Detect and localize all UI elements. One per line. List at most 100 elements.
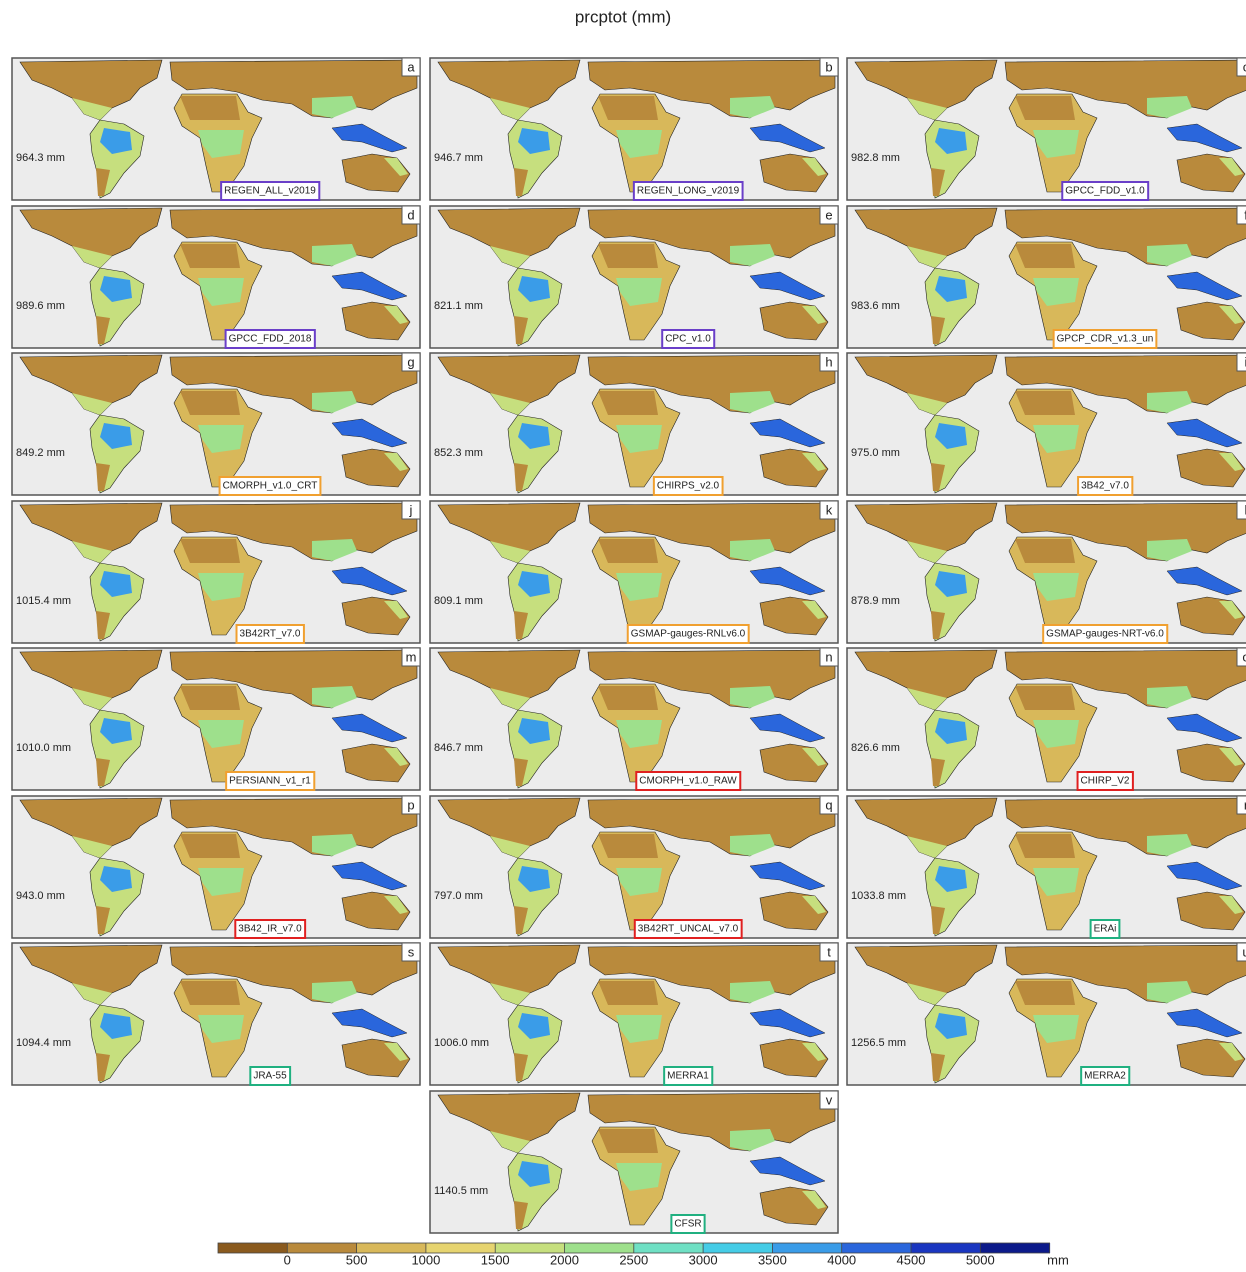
map-panel: o 826.6 mm CHIRP_V2 xyxy=(847,648,1246,790)
mean-value: 1006.0 mm xyxy=(434,1037,489,1049)
mean-value: 849.2 mm xyxy=(16,447,65,459)
dataset-label: MERRA2 xyxy=(1084,1071,1126,1082)
dataset-label: CHIRP_V2 xyxy=(1081,776,1130,787)
panel-letter: e xyxy=(825,207,832,222)
mean-value: 983.6 mm xyxy=(851,300,900,312)
map-panel: g 849.2 mm CMORPH_v1.0_CRT xyxy=(12,353,420,495)
panel-letter: k xyxy=(826,502,833,517)
panel-letter: d xyxy=(407,207,414,222)
panel-letter: t xyxy=(827,944,831,959)
panel-letter: m xyxy=(406,649,417,664)
dataset-label: GPCC_FDD_2018 xyxy=(229,334,312,345)
map xyxy=(430,1091,838,1233)
mean-value: 982.8 mm xyxy=(851,152,900,164)
map xyxy=(847,353,1246,495)
panel-letter: h xyxy=(825,354,832,369)
map xyxy=(847,501,1246,643)
dataset-label: ERAi xyxy=(1094,924,1117,935)
map xyxy=(430,58,838,200)
map-panel: d 989.6 mm GPCC_FDD_2018 xyxy=(12,206,420,348)
colorbar-tick-label: 500 xyxy=(346,1252,368,1267)
colorbar-tick-label: 1000 xyxy=(411,1252,440,1267)
map-panel: q 797.0 mm 3B42RT_UNCAL_v7.0 xyxy=(430,796,838,938)
colorbar-tick-label: 2500 xyxy=(619,1252,648,1267)
map-panel: m1010.0 mmPERSIANN_v1_r1 xyxy=(12,648,420,790)
dataset-label: CPC_v1.0 xyxy=(665,334,711,345)
panel-letter: g xyxy=(407,354,414,369)
mean-value: 989.6 mm xyxy=(16,300,65,312)
dataset-label: 3B42_v7.0 xyxy=(1081,481,1129,492)
panel-letter: b xyxy=(825,59,832,74)
mean-value: 1015.4 mm xyxy=(16,595,71,607)
dataset-label: CMORPH_v1.0_CRT xyxy=(223,481,318,492)
map xyxy=(847,796,1246,938)
map xyxy=(430,206,838,348)
colorbar-tick-label: 4500 xyxy=(897,1252,926,1267)
mean-value: 1094.4 mm xyxy=(16,1037,71,1049)
mean-value: 975.0 mm xyxy=(851,447,900,459)
mean-value: 946.7 mm xyxy=(434,152,483,164)
panel-letter: u xyxy=(1242,944,1246,959)
mean-value: 1140.5 mm xyxy=(434,1185,488,1197)
dataset-label: GSMAP-gauges-NRT-v6.0 xyxy=(1046,629,1164,640)
colorbar-segment xyxy=(218,1243,288,1253)
dataset-label: PERSIANN_v1_r1 xyxy=(229,776,311,787)
map xyxy=(12,206,420,348)
mean-value: 964.3 mm xyxy=(16,152,65,164)
map xyxy=(430,796,838,938)
panel-letter: o xyxy=(1242,649,1246,664)
map-panel: t1006.0 mmMERRA1 xyxy=(430,943,838,1085)
map xyxy=(12,648,420,790)
panel-letter: q xyxy=(825,797,832,812)
colorbar-tick-label: 3000 xyxy=(689,1252,718,1267)
dataset-label: 3B42_IR_v7.0 xyxy=(238,924,302,935)
map xyxy=(847,943,1246,1085)
dataset-label: CFSR xyxy=(674,1219,701,1230)
mean-value: 852.3 mm xyxy=(434,447,483,459)
mean-value: 846.7 mm xyxy=(434,742,483,754)
dataset-label: GPCC_FDD_v1.0 xyxy=(1065,186,1145,197)
colorbar-tick-label: 1500 xyxy=(481,1252,510,1267)
map xyxy=(430,943,838,1085)
figure-title: prcptot (mm) xyxy=(575,7,671,26)
dataset-label: JRA-55 xyxy=(253,1071,287,1082)
map xyxy=(12,796,420,938)
map xyxy=(430,648,838,790)
map xyxy=(847,648,1246,790)
mean-value: 809.1 mm xyxy=(434,595,483,607)
colorbar-tick-label: 2000 xyxy=(550,1252,579,1267)
mean-value: 826.6 mm xyxy=(851,742,900,754)
colorbar-unit: mm xyxy=(1047,1252,1069,1267)
map-panel: u 1256.5 mm MERRA2 xyxy=(847,943,1246,1085)
dataset-label: REGEN_LONG_v2019 xyxy=(637,186,740,197)
dataset-label: 3B42RT_UNCAL_v7.0 xyxy=(638,924,739,935)
dataset-label: REGEN_ALL_v2019 xyxy=(224,186,316,197)
dataset-label: CHIRPS_v2.0 xyxy=(657,481,720,492)
dataset-label: 3B42RT_v7.0 xyxy=(240,629,301,640)
map xyxy=(12,943,420,1085)
mean-value: 943.0 mm xyxy=(16,890,65,902)
panel-letter: v xyxy=(826,1092,833,1107)
mean-value: 797.0 mm xyxy=(434,890,483,902)
colorbar-tick-label: 4000 xyxy=(827,1252,856,1267)
map xyxy=(12,353,420,495)
colorbar-tick-label: 0 xyxy=(284,1252,291,1267)
map-panel: v 1140.5 mm CFSR xyxy=(430,1091,838,1233)
dataset-label: GPCP_CDR_v1.3_un xyxy=(1057,334,1154,345)
dataset-label: GSMAP-gauges-RNLv6.0 xyxy=(631,629,746,640)
map xyxy=(430,353,838,495)
map-panel: c982.8 mmGPCC_FDD_v1.0 xyxy=(847,58,1246,200)
map xyxy=(430,501,838,643)
page: { "title": "prcptot (mm)", "panels": [ {… xyxy=(0,0,1246,1272)
mean-value: 878.9 mm xyxy=(851,595,900,607)
mean-value: 1256.5 mm xyxy=(851,1037,906,1049)
